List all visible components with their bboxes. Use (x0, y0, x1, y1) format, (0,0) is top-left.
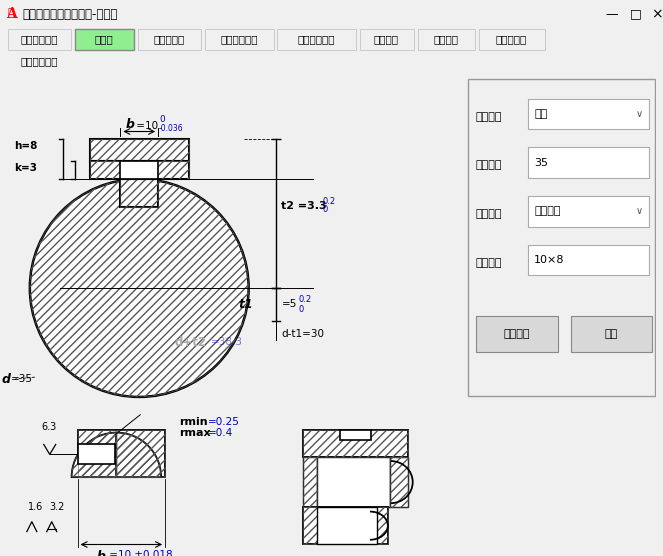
Text: 键规格：: 键规格： (475, 258, 502, 267)
Circle shape (30, 179, 249, 397)
Text: 0: 0 (298, 305, 304, 314)
FancyBboxPatch shape (204, 29, 274, 50)
Bar (390, 458, 408, 507)
Text: 带传动公差: 带传动公差 (153, 34, 184, 44)
Text: 结构要素公差: 结构要素公差 (297, 34, 335, 44)
Bar (304, 507, 388, 544)
Text: rmax: rmax (179, 428, 211, 438)
Bar (304, 458, 318, 507)
Bar (78, 430, 165, 477)
Text: 蜗轮蜗杆公差: 蜗轮蜗杆公差 (220, 34, 258, 44)
Text: 0: 0 (159, 115, 165, 123)
Text: d-t1=30: d-t1=30 (282, 329, 324, 339)
Text: 圆柱齿轮公差: 圆柱齿轮公差 (21, 34, 58, 44)
Bar (90, 161, 189, 179)
Bar (78, 430, 165, 477)
Text: 0.2: 0.2 (298, 295, 312, 304)
Text: 正常联接: 正常联接 (534, 206, 560, 216)
FancyBboxPatch shape (418, 29, 475, 50)
Text: 6.3: 6.3 (42, 421, 57, 431)
Text: =10: =10 (133, 121, 158, 131)
Text: d: d (2, 373, 11, 386)
Text: 轴伸公差: 轴伸公差 (434, 34, 459, 44)
Bar (304, 507, 388, 544)
Text: 3.2: 3.2 (50, 502, 65, 512)
Wedge shape (72, 433, 117, 477)
FancyBboxPatch shape (276, 29, 355, 50)
Text: rmin: rmin (179, 417, 208, 427)
Text: 输出报表: 输出报表 (504, 329, 530, 339)
Text: =35: =35 (11, 374, 33, 384)
FancyBboxPatch shape (137, 29, 200, 50)
FancyBboxPatch shape (359, 29, 414, 50)
Text: ∨: ∨ (636, 206, 643, 216)
Text: □: □ (630, 8, 642, 21)
Text: 平键: 平键 (534, 109, 547, 119)
Text: -0.036: -0.036 (159, 123, 184, 132)
FancyBboxPatch shape (528, 99, 650, 130)
Wedge shape (117, 433, 161, 477)
Text: 轴直径：: 轴直径： (475, 161, 502, 170)
Text: t2 =3.3: t2 =3.3 (282, 201, 327, 211)
Text: =0.25: =0.25 (208, 417, 240, 427)
Text: 键公差: 键公差 (95, 34, 113, 44)
Text: 螺纹公差: 螺纹公差 (374, 34, 399, 44)
Bar (304, 430, 408, 458)
Text: b: b (97, 550, 105, 556)
Bar (304, 458, 318, 507)
Text: d+t2: d+t2 (174, 336, 206, 349)
Bar (318, 507, 377, 544)
FancyBboxPatch shape (74, 29, 133, 50)
Text: 键配合：: 键配合： (475, 209, 502, 219)
Bar (304, 430, 408, 458)
Bar (90, 140, 189, 161)
Text: t1: t1 (239, 298, 253, 311)
Text: 关闭: 关闭 (605, 329, 618, 339)
FancyBboxPatch shape (528, 147, 650, 178)
FancyBboxPatch shape (7, 29, 70, 50)
FancyBboxPatch shape (528, 245, 650, 275)
Text: ×: × (651, 7, 662, 21)
Text: ∨: ∨ (636, 109, 643, 119)
FancyBboxPatch shape (479, 29, 544, 50)
Text: 🔴: 🔴 (8, 8, 15, 18)
Text: 10×8: 10×8 (534, 255, 565, 265)
Bar (318, 458, 390, 507)
Text: —: — (605, 8, 617, 21)
Text: 1.6: 1.6 (28, 502, 43, 512)
FancyBboxPatch shape (476, 316, 558, 352)
Text: =0.4: =0.4 (208, 428, 233, 438)
Text: =38.3: =38.3 (211, 337, 243, 348)
Bar (390, 458, 408, 507)
Text: 0.2: 0.2 (322, 197, 335, 206)
Bar (121, 161, 158, 179)
Bar (121, 179, 158, 207)
Text: 键类型：: 键类型： (475, 112, 502, 122)
Text: 迈迪综合公差查询系统-键公差: 迈迪综合公差查询系统-键公差 (22, 8, 117, 21)
FancyBboxPatch shape (528, 196, 650, 227)
FancyBboxPatch shape (571, 316, 652, 352)
Bar (121, 179, 158, 207)
Text: 轴承配合公差: 轴承配合公差 (21, 56, 58, 66)
Text: 35: 35 (534, 158, 548, 167)
Bar (78, 444, 115, 464)
Text: h=8: h=8 (14, 141, 37, 151)
Text: A: A (6, 7, 17, 21)
Text: b: b (125, 117, 135, 131)
Bar (90, 140, 189, 161)
Text: =10 ±0.018: =10 ±0.018 (107, 550, 173, 556)
Text: =5: =5 (282, 299, 297, 309)
Bar (339, 430, 371, 439)
Text: 0: 0 (322, 205, 328, 214)
Bar (90, 161, 189, 179)
Text: k=3: k=3 (14, 163, 37, 173)
FancyBboxPatch shape (468, 80, 655, 396)
Text: 密封圈公差: 密封圈公差 (496, 34, 527, 44)
